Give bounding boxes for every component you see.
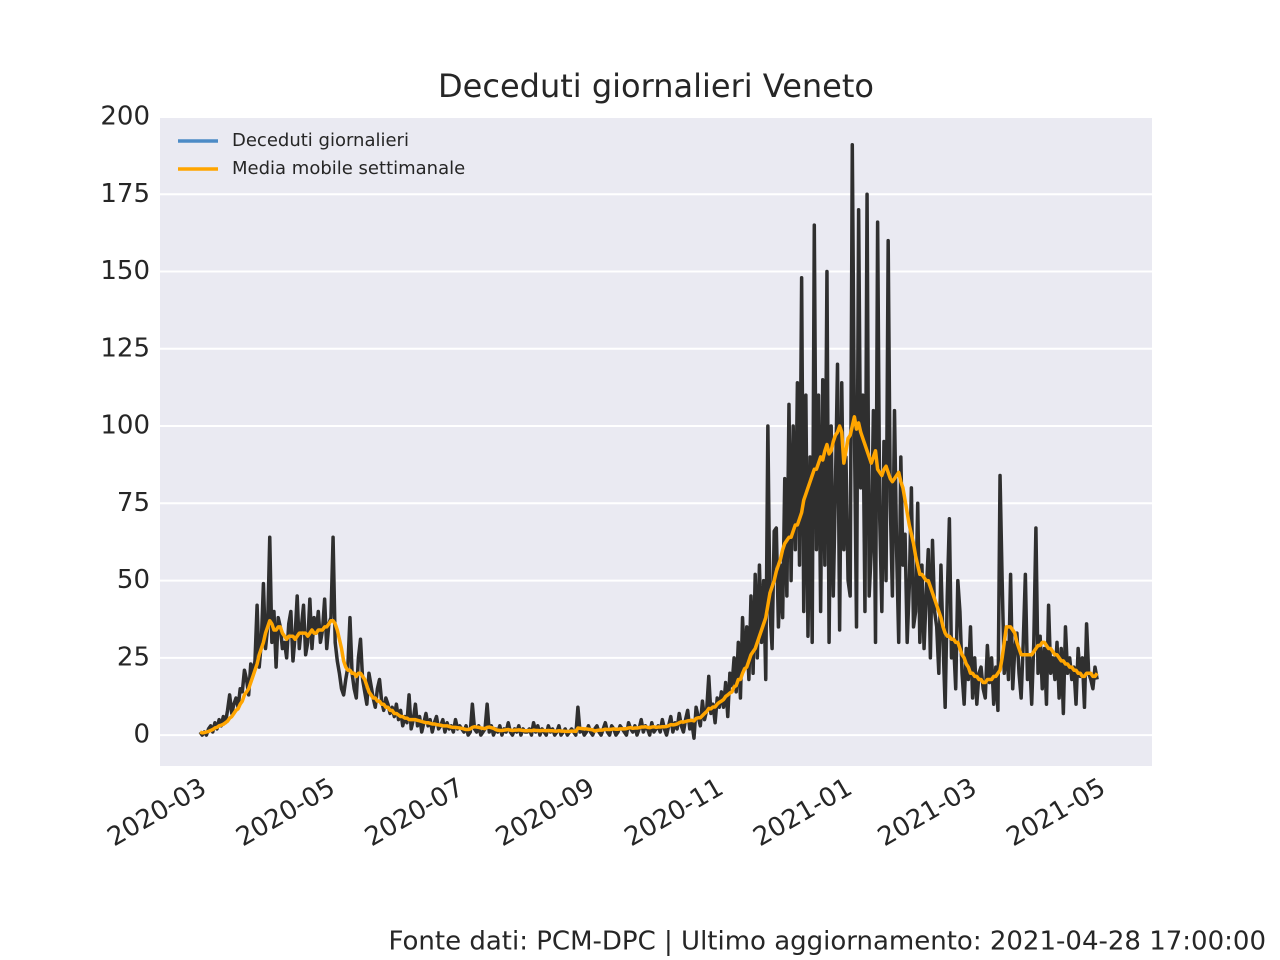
y-tick-label: 0 <box>133 720 150 750</box>
y-tick-label: 125 <box>100 333 150 363</box>
y-tick-label: 50 <box>117 565 150 595</box>
y-tick-label: 25 <box>117 642 150 672</box>
y-tick-label: 175 <box>100 179 150 209</box>
x-tick-label: 2021-01 <box>748 773 857 853</box>
legend-label: Media mobile settimanale <box>232 158 465 179</box>
x-tick-label: 2020-05 <box>231 773 340 853</box>
y-tick-label: 200 <box>100 102 150 132</box>
chart-title: Deceduti giornalieri Veneto <box>438 67 874 105</box>
x-tick-label: 2020-03 <box>102 773 211 853</box>
data-line <box>198 143 1099 740</box>
y-tick-label: 75 <box>117 488 150 518</box>
x-tick-label: 2020-11 <box>620 773 729 853</box>
y-tick-label: 150 <box>100 256 150 286</box>
x-tick-label: 2020-07 <box>360 773 469 853</box>
x-tick-label: 2021-05 <box>1002 773 1111 853</box>
legend-label: Deceduti giornalieri <box>232 130 409 151</box>
x-tick-label: 2020-09 <box>491 773 600 853</box>
y-tick-label: 100 <box>100 411 150 441</box>
footer-note: Fonte dati: PCM-DPC | Ultimo aggiornamen… <box>389 927 1267 957</box>
legend: Deceduti giornalieri Media mobile settima… <box>178 130 465 179</box>
x-tick-label: 2021-03 <box>873 773 982 853</box>
data-line <box>199 415 1099 735</box>
